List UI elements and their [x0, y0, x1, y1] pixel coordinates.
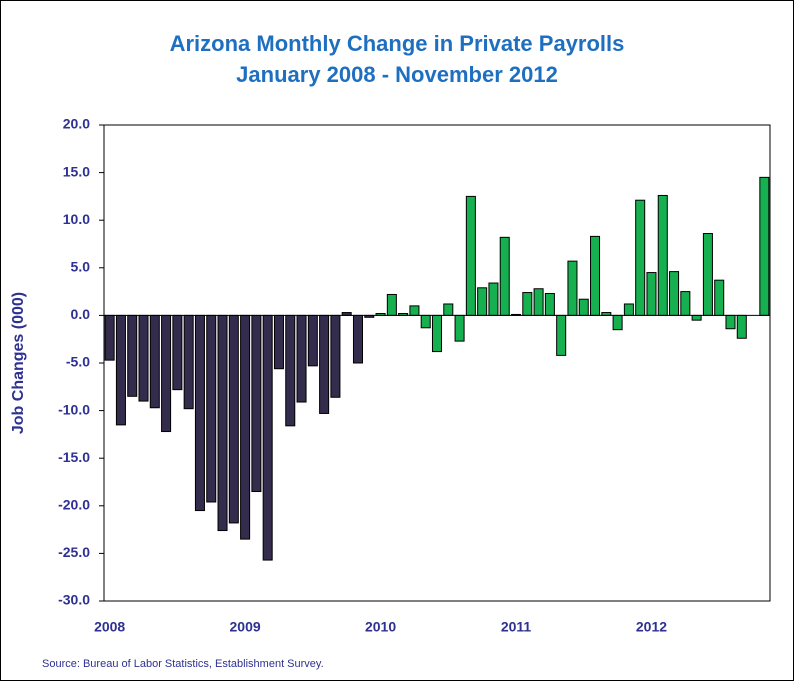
bar	[544, 293, 555, 316]
bar	[138, 314, 149, 402]
bar	[161, 314, 172, 433]
source-note: Source: Bureau of Labor Statistics, Esta…	[42, 658, 324, 670]
bar	[420, 314, 431, 329]
bar	[556, 314, 567, 356]
bar	[352, 314, 363, 364]
bar	[409, 305, 420, 316]
bar	[115, 314, 126, 426]
bar	[319, 314, 330, 414]
bar	[330, 314, 341, 398]
bar	[273, 314, 284, 370]
bar	[567, 260, 578, 316]
y-tick-label: 0.0	[71, 306, 91, 322]
bar	[759, 176, 770, 316]
bar	[669, 271, 680, 316]
y-tick-label: -15.0	[58, 449, 90, 465]
bar	[736, 314, 747, 339]
bar	[680, 291, 691, 316]
x-tick-label: 2008	[94, 619, 125, 635]
bar	[194, 314, 205, 512]
bar	[578, 298, 589, 316]
bar	[612, 314, 623, 331]
y-tick-label: -10.0	[58, 401, 90, 417]
bar	[657, 194, 668, 316]
x-tick-label: 2009	[230, 619, 261, 635]
y-axis-label: Job Changes (000)	[10, 292, 27, 434]
bar	[431, 314, 443, 353]
bar	[691, 314, 702, 321]
bar	[172, 314, 183, 391]
bar	[714, 279, 725, 316]
bar	[296, 314, 307, 403]
bar	[251, 314, 262, 493]
bar	[477, 287, 488, 316]
x-tick-label: 2010	[365, 619, 396, 635]
bar	[443, 303, 454, 316]
y-tick-label: 15.0	[63, 163, 90, 179]
chart-title: Arizona Monthly Change in Private Payrol…	[170, 31, 625, 56]
bar	[499, 236, 510, 316]
bar	[522, 292, 533, 316]
bar	[386, 293, 397, 316]
x-tick-label: 2012	[636, 619, 667, 635]
bar	[623, 303, 634, 316]
y-tick-label: 10.0	[63, 211, 90, 227]
bar	[454, 314, 465, 342]
y-tick-label: -20.0	[58, 497, 90, 513]
bar	[149, 314, 160, 409]
bar	[533, 288, 544, 316]
bar	[725, 314, 736, 330]
bar	[590, 235, 601, 316]
bar	[240, 314, 251, 540]
chart-subtitle: January 2008 - November 2012	[236, 62, 558, 87]
bar	[206, 314, 217, 503]
y-tick-label: -30.0	[58, 592, 90, 608]
bar	[635, 199, 646, 316]
bar	[285, 314, 296, 427]
y-tick-label: -5.0	[66, 354, 90, 370]
y-tick-label: 5.0	[71, 259, 91, 275]
bar	[228, 314, 239, 524]
bar	[127, 314, 138, 397]
bar	[217, 314, 228, 532]
x-tick-label: 2011	[501, 619, 532, 635]
bar	[183, 314, 194, 410]
bar	[488, 282, 499, 316]
bar	[307, 314, 318, 367]
y-tick-label: -25.0	[58, 544, 90, 560]
bar	[702, 233, 713, 316]
bar	[465, 195, 476, 316]
bar	[646, 272, 657, 316]
bar	[262, 314, 273, 561]
y-tick-label: 20.0	[63, 116, 90, 132]
bar	[104, 314, 115, 361]
